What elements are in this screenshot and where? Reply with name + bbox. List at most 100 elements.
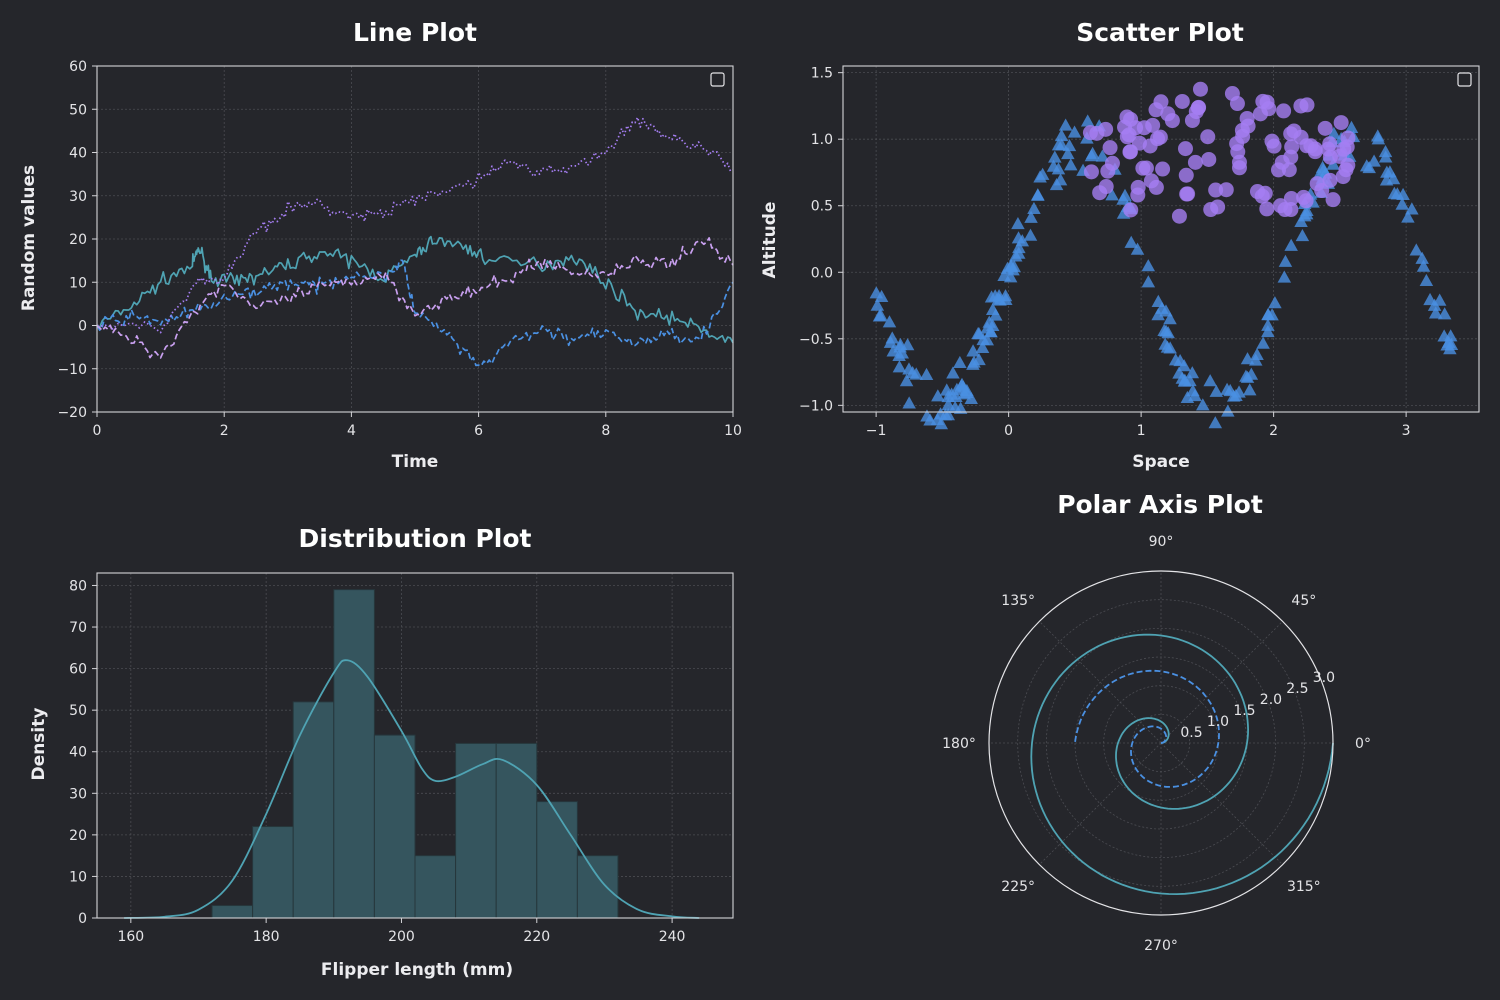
scatter-circle-point xyxy=(1309,176,1325,192)
scatter-triangle-point xyxy=(1058,118,1073,131)
scatter-circle-point xyxy=(1333,115,1349,131)
scatter-triangle-point xyxy=(892,360,907,373)
scatter-circle-point xyxy=(1083,164,1099,180)
scatter-circle-point xyxy=(1277,202,1293,218)
scatter-triangle-point xyxy=(1284,238,1298,251)
scatter-circle-point xyxy=(1229,136,1245,152)
scatter-triangle-point xyxy=(1105,188,1119,201)
scatter-triangle-point xyxy=(985,318,1000,331)
scatter-circle-point xyxy=(1266,138,1282,154)
line-plot-ytick-label: 40 xyxy=(69,146,87,162)
line-plot-legend-box xyxy=(710,72,725,87)
line-plot-xtick-label: 6 xyxy=(474,423,483,439)
histogram-bar xyxy=(536,801,578,919)
scatter-circle-point xyxy=(1325,192,1341,208)
polar-series-0 xyxy=(1030,633,1334,896)
distribution-plot-ytick-label: 0 xyxy=(78,911,87,927)
scatter-circle-point xyxy=(1320,141,1336,157)
line-plot-panel: Line Plot Time Random values 0 2 4 6 8 10 −20 −… xyxy=(19,18,742,472)
scatter-plot-ytick-label: −1.0 xyxy=(799,398,833,414)
scatter-triangle-point xyxy=(1011,231,1026,244)
line-plot-xtick-label: 10 xyxy=(724,423,742,439)
scatter-triangle-point xyxy=(1396,187,1410,201)
histogram-bar xyxy=(333,589,375,919)
scatter-triangle-point xyxy=(1261,318,1275,331)
scatter-plot-xtick-label: 1 xyxy=(1137,423,1146,439)
scatter-triangle-point xyxy=(960,383,974,397)
scatter-triangle-point xyxy=(1294,214,1308,227)
scatter-triangle-point xyxy=(1185,366,1200,379)
scatter-triangle-point xyxy=(1084,149,1099,162)
scatter-triangle-point xyxy=(1327,126,1341,139)
polar-radial-label: 2.0 xyxy=(1260,692,1282,708)
scatter-triangle-point xyxy=(1053,173,1068,186)
scatter-triangle-point xyxy=(1401,210,1415,223)
scatter-triangle-point xyxy=(1024,210,1038,223)
scatter-triangle-point xyxy=(874,289,889,303)
line-series-3 xyxy=(96,116,734,334)
scatter-triangle-point xyxy=(1080,114,1095,127)
scatter-circle-point xyxy=(1180,186,1196,202)
scatter-triangle-point xyxy=(976,333,990,346)
line-plot-ytick-label: 10 xyxy=(69,275,87,291)
line-plot-ytick-label: 60 xyxy=(69,59,87,75)
polar-outer-frame xyxy=(988,570,1334,916)
scatter-triangle-point xyxy=(988,308,1003,321)
scatter-triangle-point xyxy=(1278,254,1293,267)
scatter-plot-ytick-label: 1.0 xyxy=(811,132,833,148)
polar-angle-label: 315° xyxy=(1287,879,1321,895)
scatter-circle-point xyxy=(1191,99,1207,115)
line-plot-ytick-label: 50 xyxy=(69,102,87,118)
line-plot-title: Line Plot xyxy=(353,18,477,47)
scatter-triangle-point xyxy=(1423,292,1437,306)
scatter-circle-point xyxy=(1082,125,1098,141)
scatter-triangle-point xyxy=(1208,416,1223,429)
scatter-triangle-point xyxy=(1000,261,1015,274)
scatter-triangle-point xyxy=(1386,172,1401,185)
scatter-triangle-point xyxy=(1172,366,1186,379)
polar-angle-grid xyxy=(1160,621,1283,744)
distribution-plot-panel: Distribution Plot Flipper length (mm) De… xyxy=(29,524,734,980)
scatter-triangle-point xyxy=(1124,235,1138,248)
scatter-triangle-point xyxy=(1428,306,1443,319)
scatter-triangle-point xyxy=(923,413,937,426)
scatter-plot-xtick-label: 2 xyxy=(1269,423,1278,439)
scatter-circle-point xyxy=(1174,93,1190,109)
scatter-circle-point xyxy=(1200,129,1216,145)
histogram-bar xyxy=(373,734,416,919)
scatter-triangle-point xyxy=(1061,146,1075,160)
scatter-triangle-point xyxy=(1186,384,1200,397)
scatter-triangle-point xyxy=(1239,369,1253,382)
scatter-triangle-point xyxy=(966,344,980,357)
polar-radial-label: 3.0 xyxy=(1313,670,1335,686)
scatter-circle-point xyxy=(1187,154,1203,170)
scatter-plot-frame xyxy=(842,65,1480,413)
scatter-triangle-point xyxy=(1048,150,1062,163)
scatter-circle-point xyxy=(1281,162,1297,178)
scatter-triangle-point xyxy=(1035,167,1050,180)
scatter-circle-point xyxy=(1335,169,1351,185)
scatter-circle-point xyxy=(1100,163,1116,179)
polar-radial-label: 0.5 xyxy=(1180,725,1202,741)
line-plot-xlabel: Time xyxy=(392,452,439,472)
scatter-triangle-point xyxy=(1416,259,1431,272)
scatter-plot-title: Scatter Plot xyxy=(1076,18,1244,47)
scatter-circle-point xyxy=(1102,140,1118,156)
scatter-triangle-point xyxy=(1380,165,1394,178)
polar-series-1 xyxy=(1074,669,1220,788)
scatter-circle-point xyxy=(1224,86,1240,102)
distribution-plot-frame xyxy=(96,572,734,919)
scatter-circle-point xyxy=(1098,179,1114,195)
scatter-triangle-point xyxy=(1395,197,1409,210)
scatter-triangle-point xyxy=(1250,347,1264,361)
line-plot-ylabel: Random values xyxy=(19,165,39,311)
scatter-circle-point xyxy=(1283,190,1299,206)
scatter-triangle-point xyxy=(1256,336,1270,349)
scatter-triangle-point xyxy=(948,400,962,413)
scatter-triangle-point xyxy=(966,357,980,370)
line-series-0 xyxy=(96,235,734,344)
scatter-triangle-point xyxy=(1415,251,1429,264)
scatter-plot-xtick-label: 0 xyxy=(1004,423,1013,439)
scatter-triangle-point xyxy=(1242,383,1257,396)
line-plot-ytick-label: −10 xyxy=(57,362,87,378)
